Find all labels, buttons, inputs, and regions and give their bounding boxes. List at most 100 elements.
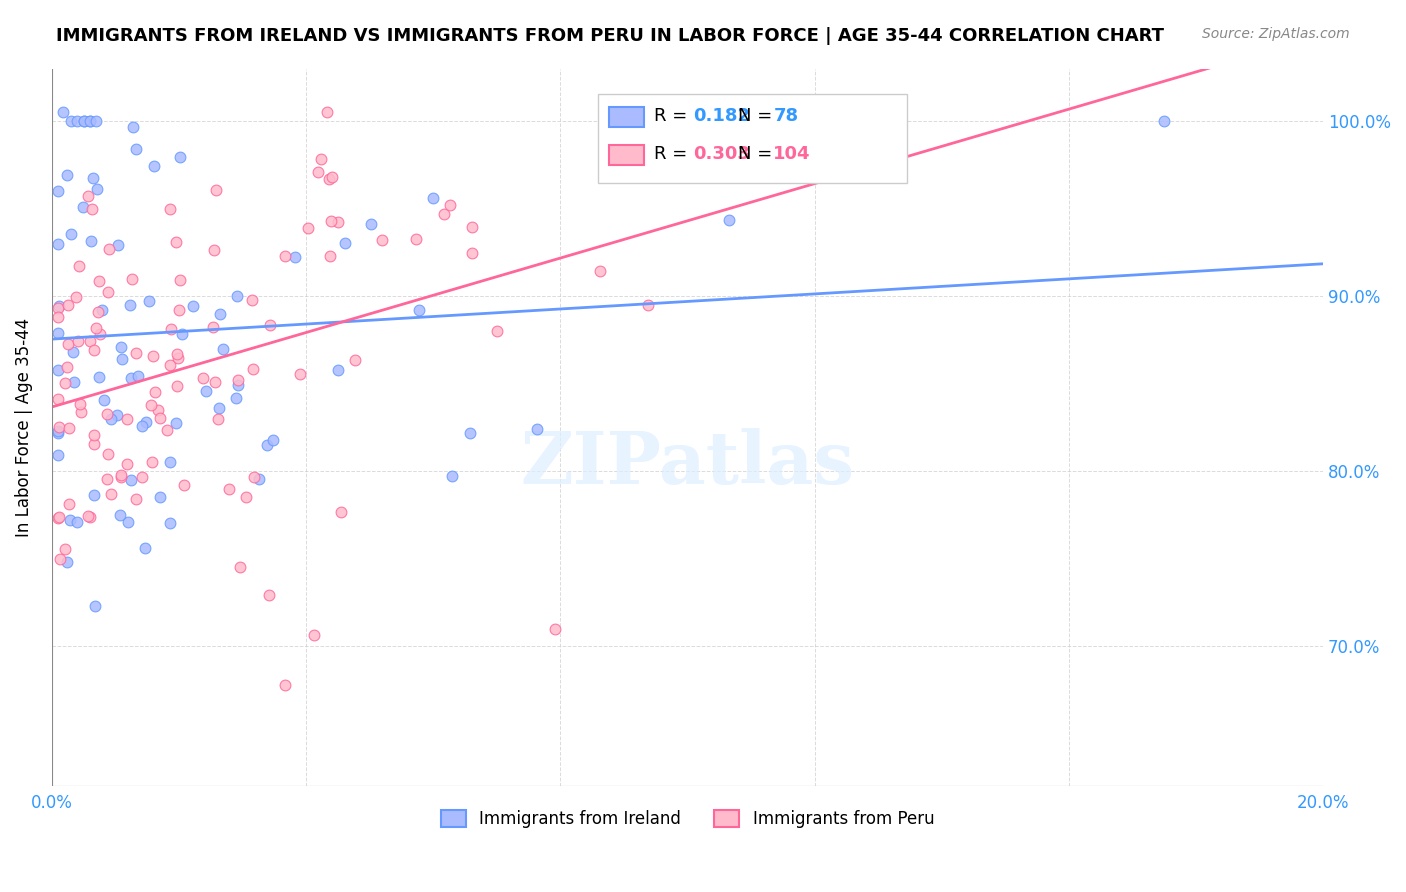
Point [131,469,153,483]
Point [172,327,194,342]
Point [243,470,266,484]
Legend: Immigrants from Ireland, Immigrants from Peru: Immigrants from Ireland, Immigrants from… [434,804,941,835]
Point [46,511,69,525]
Point [212,342,235,356]
Point [141,399,163,413]
Point [58,421,80,435]
Point [783,112,806,126]
Point [121,272,143,286]
Point [56,555,79,569]
Point [526,421,548,435]
Point [169,273,191,287]
Point [159,358,181,372]
Point [259,318,281,332]
Point [159,202,181,217]
Point [125,491,148,506]
Point [46,301,69,315]
Point [120,371,142,385]
Point [62,344,84,359]
Point [52,105,75,120]
Point [110,340,132,354]
Point [93,393,115,408]
Point [181,299,204,313]
Point [297,221,319,235]
Point [110,468,132,483]
Point [48,420,70,434]
Point [135,415,157,429]
Point [59,227,82,241]
Point [84,321,107,335]
Point [201,320,224,334]
Point [405,232,427,246]
Point [138,294,160,309]
Point [89,327,111,342]
Point [124,346,146,360]
Point [544,623,567,637]
Point [439,198,461,212]
Point [83,428,105,442]
Point [56,298,79,312]
Point [107,237,129,252]
Point [46,236,69,251]
Point [120,298,142,312]
Point [134,541,156,556]
Point [53,542,76,557]
Point [226,289,249,303]
Point [46,424,69,438]
Point [169,303,191,318]
Point [274,249,297,263]
Point [433,207,456,221]
Point [149,491,172,505]
Point [58,497,80,511]
Point [207,411,229,425]
Point [240,293,263,308]
Point [70,404,93,418]
Point [72,200,94,214]
Text: R =: R = [654,107,693,125]
Point [97,447,120,461]
Point [48,299,70,313]
Point [319,249,342,263]
Point [228,373,250,387]
Point [83,487,105,501]
Point [717,212,740,227]
Point [284,250,307,264]
Point [360,217,382,231]
Point [125,142,148,156]
Text: 0.303: 0.303 [693,145,749,163]
Point [335,236,357,251]
Point [91,302,114,317]
Point [69,259,91,273]
Point [96,408,118,422]
Point [65,290,87,304]
Point [159,455,181,469]
Point [121,120,143,134]
Point [461,246,484,260]
Text: ZIPatlas: ZIPatlas [520,427,855,499]
Point [440,469,463,483]
Point [111,351,134,366]
Point [79,114,101,128]
Point [274,677,297,691]
Point [315,105,337,120]
Point [46,392,69,406]
Point [165,416,187,430]
Point [79,334,101,348]
Point [166,347,188,361]
Point [229,560,252,574]
Point [256,437,278,451]
Point [318,172,340,186]
Point [458,425,481,440]
Point [461,219,484,234]
Point [371,234,394,248]
Text: IMMIGRANTS FROM IRELAND VS IMMIGRANTS FROM PERU IN LABOR FORCE | AGE 35-44 CORRE: IMMIGRANTS FROM IRELAND VS IMMIGRANTS FR… [56,27,1164,45]
Point [56,168,79,182]
Text: N =: N = [738,107,778,125]
Point [422,191,444,205]
Point [309,152,332,166]
Point [96,472,118,486]
Text: Source: ZipAtlas.com: Source: ZipAtlas.com [1202,27,1350,41]
Point [105,408,128,422]
Point [262,433,284,447]
Point [208,308,231,322]
